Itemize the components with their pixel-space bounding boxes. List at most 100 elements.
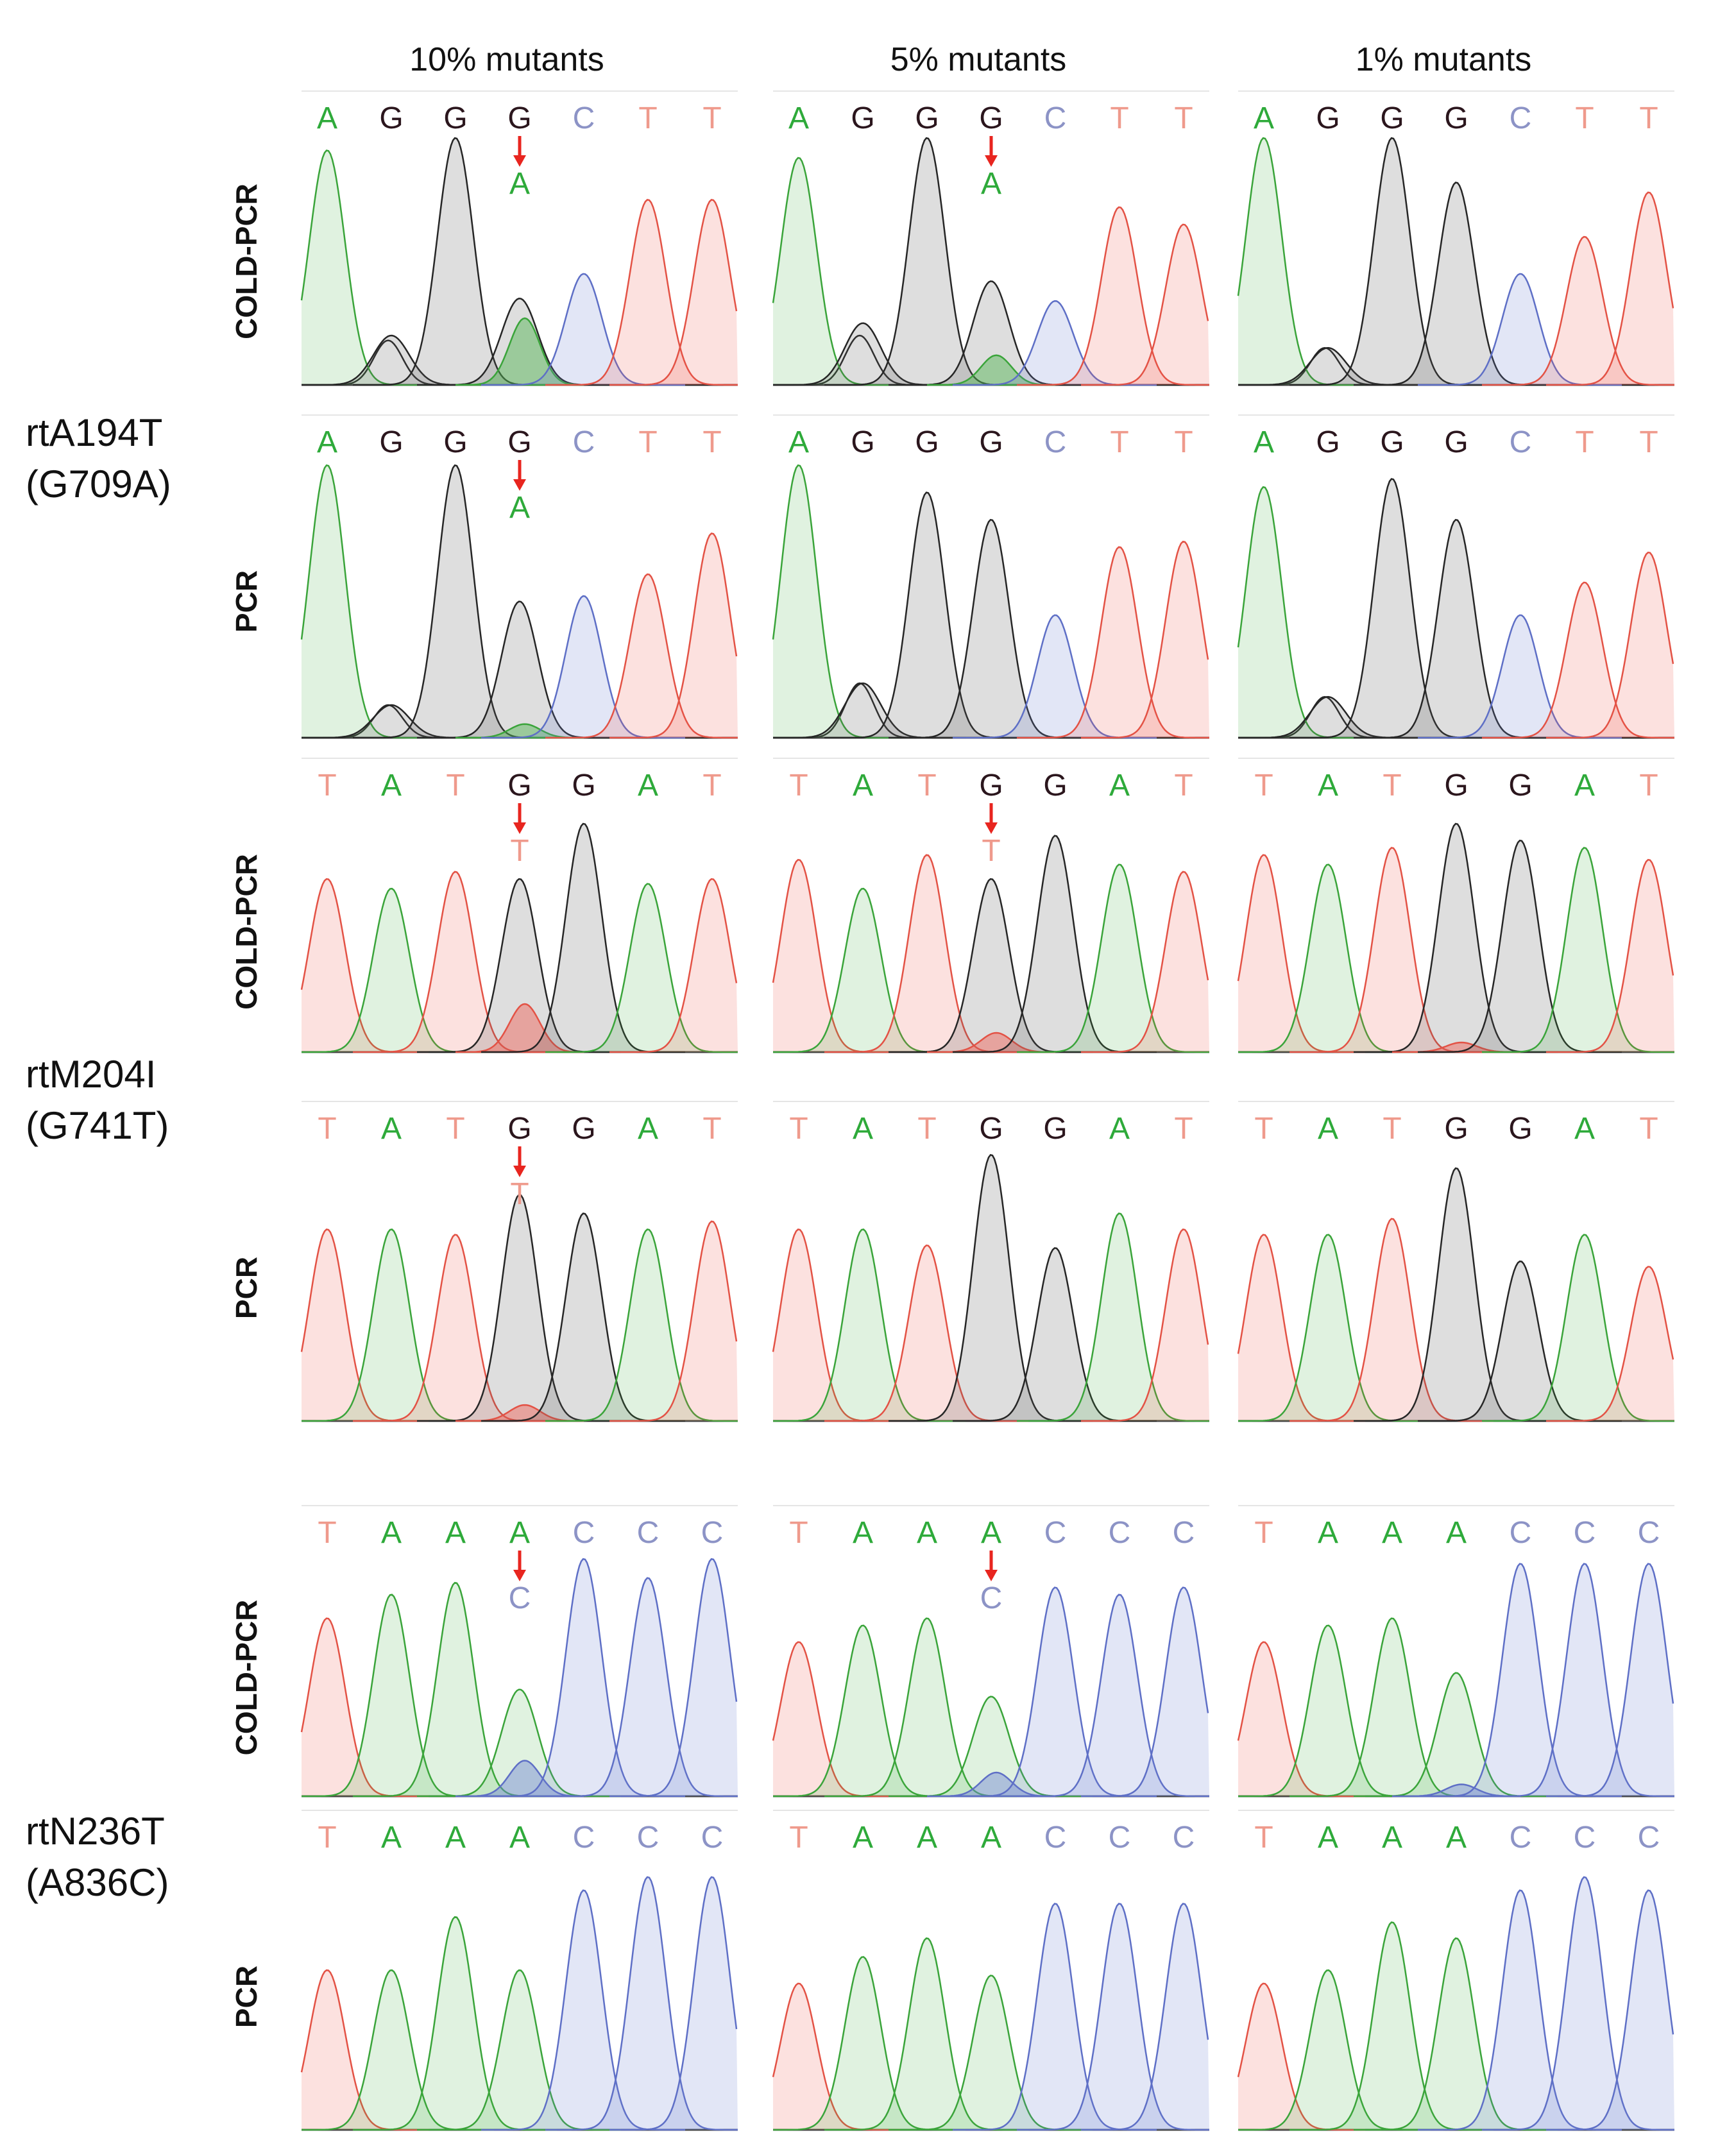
peak-A bbox=[772, 464, 900, 739]
peak-G bbox=[1238, 347, 1431, 386]
base-call-G: G bbox=[851, 101, 874, 135]
mutant-peak-A bbox=[455, 317, 584, 386]
base-call-C: C bbox=[1173, 1516, 1195, 1550]
base-call-C: C bbox=[1109, 1516, 1131, 1550]
base-call-A: A bbox=[317, 101, 337, 135]
peak-fill-T bbox=[1238, 1234, 1366, 1421]
peak-C bbox=[545, 1876, 738, 2131]
peak-fill-T bbox=[1081, 224, 1209, 385]
base-call-C: C bbox=[1574, 1516, 1596, 1550]
mutation-arrow-head bbox=[513, 155, 526, 167]
peak-T bbox=[609, 532, 738, 739]
base-call-G: G bbox=[979, 101, 1003, 135]
peak-fill-A bbox=[302, 150, 430, 385]
base-call-T: T bbox=[1254, 1112, 1273, 1146]
base-call-C: C bbox=[1510, 101, 1532, 135]
base-call-T: T bbox=[1639, 1112, 1658, 1146]
peak-fill-G bbox=[1354, 1168, 1559, 1421]
mutant-peak-T bbox=[455, 1003, 584, 1053]
base-call-G: G bbox=[507, 101, 531, 135]
base-call-C: C bbox=[701, 1821, 724, 1855]
base-call-T: T bbox=[1254, 1821, 1273, 1855]
peak-fill-T bbox=[353, 1234, 558, 1421]
peak-A bbox=[300, 464, 429, 739]
peak-fill-T bbox=[824, 1245, 1030, 1421]
mutant-peak-A bbox=[927, 354, 1055, 386]
peak-A bbox=[545, 883, 738, 1053]
base-call-A: A bbox=[917, 1516, 937, 1550]
peak-fill-C bbox=[1017, 1594, 1209, 1796]
base-call-A: A bbox=[788, 425, 809, 459]
base-call-T: T bbox=[789, 769, 808, 803]
peak-fill-G bbox=[1418, 1261, 1623, 1421]
base-call-T: T bbox=[1575, 101, 1594, 135]
chromatogram-panel-rtA194T-PCR-1: A G G GAC T T bbox=[300, 414, 738, 739]
mutation-name-3: rtN236T bbox=[26, 1810, 165, 1853]
peak-fill-C bbox=[545, 1577, 738, 1796]
peak-T bbox=[1081, 871, 1209, 1053]
peak-fill-T bbox=[1482, 582, 1674, 738]
peak-T bbox=[609, 199, 738, 386]
peak-fill-A bbox=[1238, 1234, 1431, 1421]
base-call-G: G bbox=[1508, 1112, 1532, 1146]
peak-T bbox=[300, 1969, 429, 2131]
chromatogram-panel-rtM204I-PCR-1: T A T GTG A T bbox=[300, 1101, 738, 1422]
base-call-C: C bbox=[573, 425, 595, 459]
peak-A bbox=[1237, 486, 1365, 739]
base-call-A: A bbox=[509, 1821, 530, 1855]
peak-T bbox=[1081, 1228, 1209, 1422]
base-call-G: G bbox=[443, 101, 467, 135]
peak-fill-A bbox=[545, 1229, 738, 1421]
base-call-T: T bbox=[318, 1821, 336, 1855]
base-call-C: C bbox=[573, 101, 595, 135]
peak-A bbox=[773, 1228, 966, 1422]
base-call-G: G bbox=[572, 1112, 595, 1146]
peak-fill-A bbox=[773, 465, 901, 738]
peak-fill-T bbox=[1546, 1266, 1674, 1421]
peak-A bbox=[1017, 1212, 1209, 1422]
peak-fill-A bbox=[824, 1618, 1030, 1796]
base-call-T: T bbox=[1383, 1112, 1401, 1146]
peak-fill-G bbox=[481, 824, 686, 1052]
peak-fill-T bbox=[545, 200, 738, 385]
peak-fill-G bbox=[417, 298, 622, 385]
peak-fill-A bbox=[1354, 1938, 1559, 2130]
peak-T bbox=[1546, 858, 1674, 1053]
peak-fill-T bbox=[1081, 541, 1209, 738]
peak-fill-A bbox=[1238, 487, 1366, 738]
peak-T bbox=[772, 1228, 900, 1422]
peak-fill-C bbox=[953, 1587, 1158, 1796]
mutant-base-call: C bbox=[509, 1581, 531, 1615]
base-call-T: T bbox=[1254, 1516, 1273, 1550]
base-call-G: G bbox=[379, 101, 403, 135]
base-call-T: T bbox=[1639, 101, 1658, 135]
base-call-G: G bbox=[1043, 1112, 1067, 1146]
peak-fill-T bbox=[1289, 847, 1495, 1052]
peak-A bbox=[545, 1228, 738, 1422]
row-label-1-cold-pcr: COLD-PCR bbox=[230, 183, 263, 339]
peak-fill-T bbox=[1017, 207, 1209, 385]
peak-T bbox=[1237, 1234, 1365, 1422]
base-call-A: A bbox=[317, 425, 337, 459]
peak-fill-C bbox=[481, 1890, 686, 2130]
peak-T bbox=[545, 199, 738, 386]
base-call-T: T bbox=[1174, 769, 1193, 803]
peak-fill-T bbox=[773, 1642, 901, 1796]
peak-fill-C bbox=[609, 1559, 738, 1796]
peak-fill-T bbox=[302, 1970, 430, 2130]
base-call-C: C bbox=[1510, 1516, 1532, 1550]
base-call-G: G bbox=[443, 425, 467, 459]
base-call-C: C bbox=[1510, 425, 1532, 459]
peak-C bbox=[609, 1558, 738, 1798]
base-call-C: C bbox=[637, 1821, 660, 1855]
mutant-base-call: A bbox=[509, 491, 530, 525]
peak-T bbox=[300, 878, 429, 1053]
base-call-G: G bbox=[979, 425, 1003, 459]
peak-fill-A bbox=[302, 1970, 494, 2130]
peak-T bbox=[300, 1228, 429, 1422]
peak-fill-G bbox=[417, 1194, 622, 1421]
peak-fill-A bbox=[302, 888, 494, 1052]
base-call-A: A bbox=[509, 1516, 530, 1550]
base-call-A: A bbox=[1109, 1112, 1130, 1146]
